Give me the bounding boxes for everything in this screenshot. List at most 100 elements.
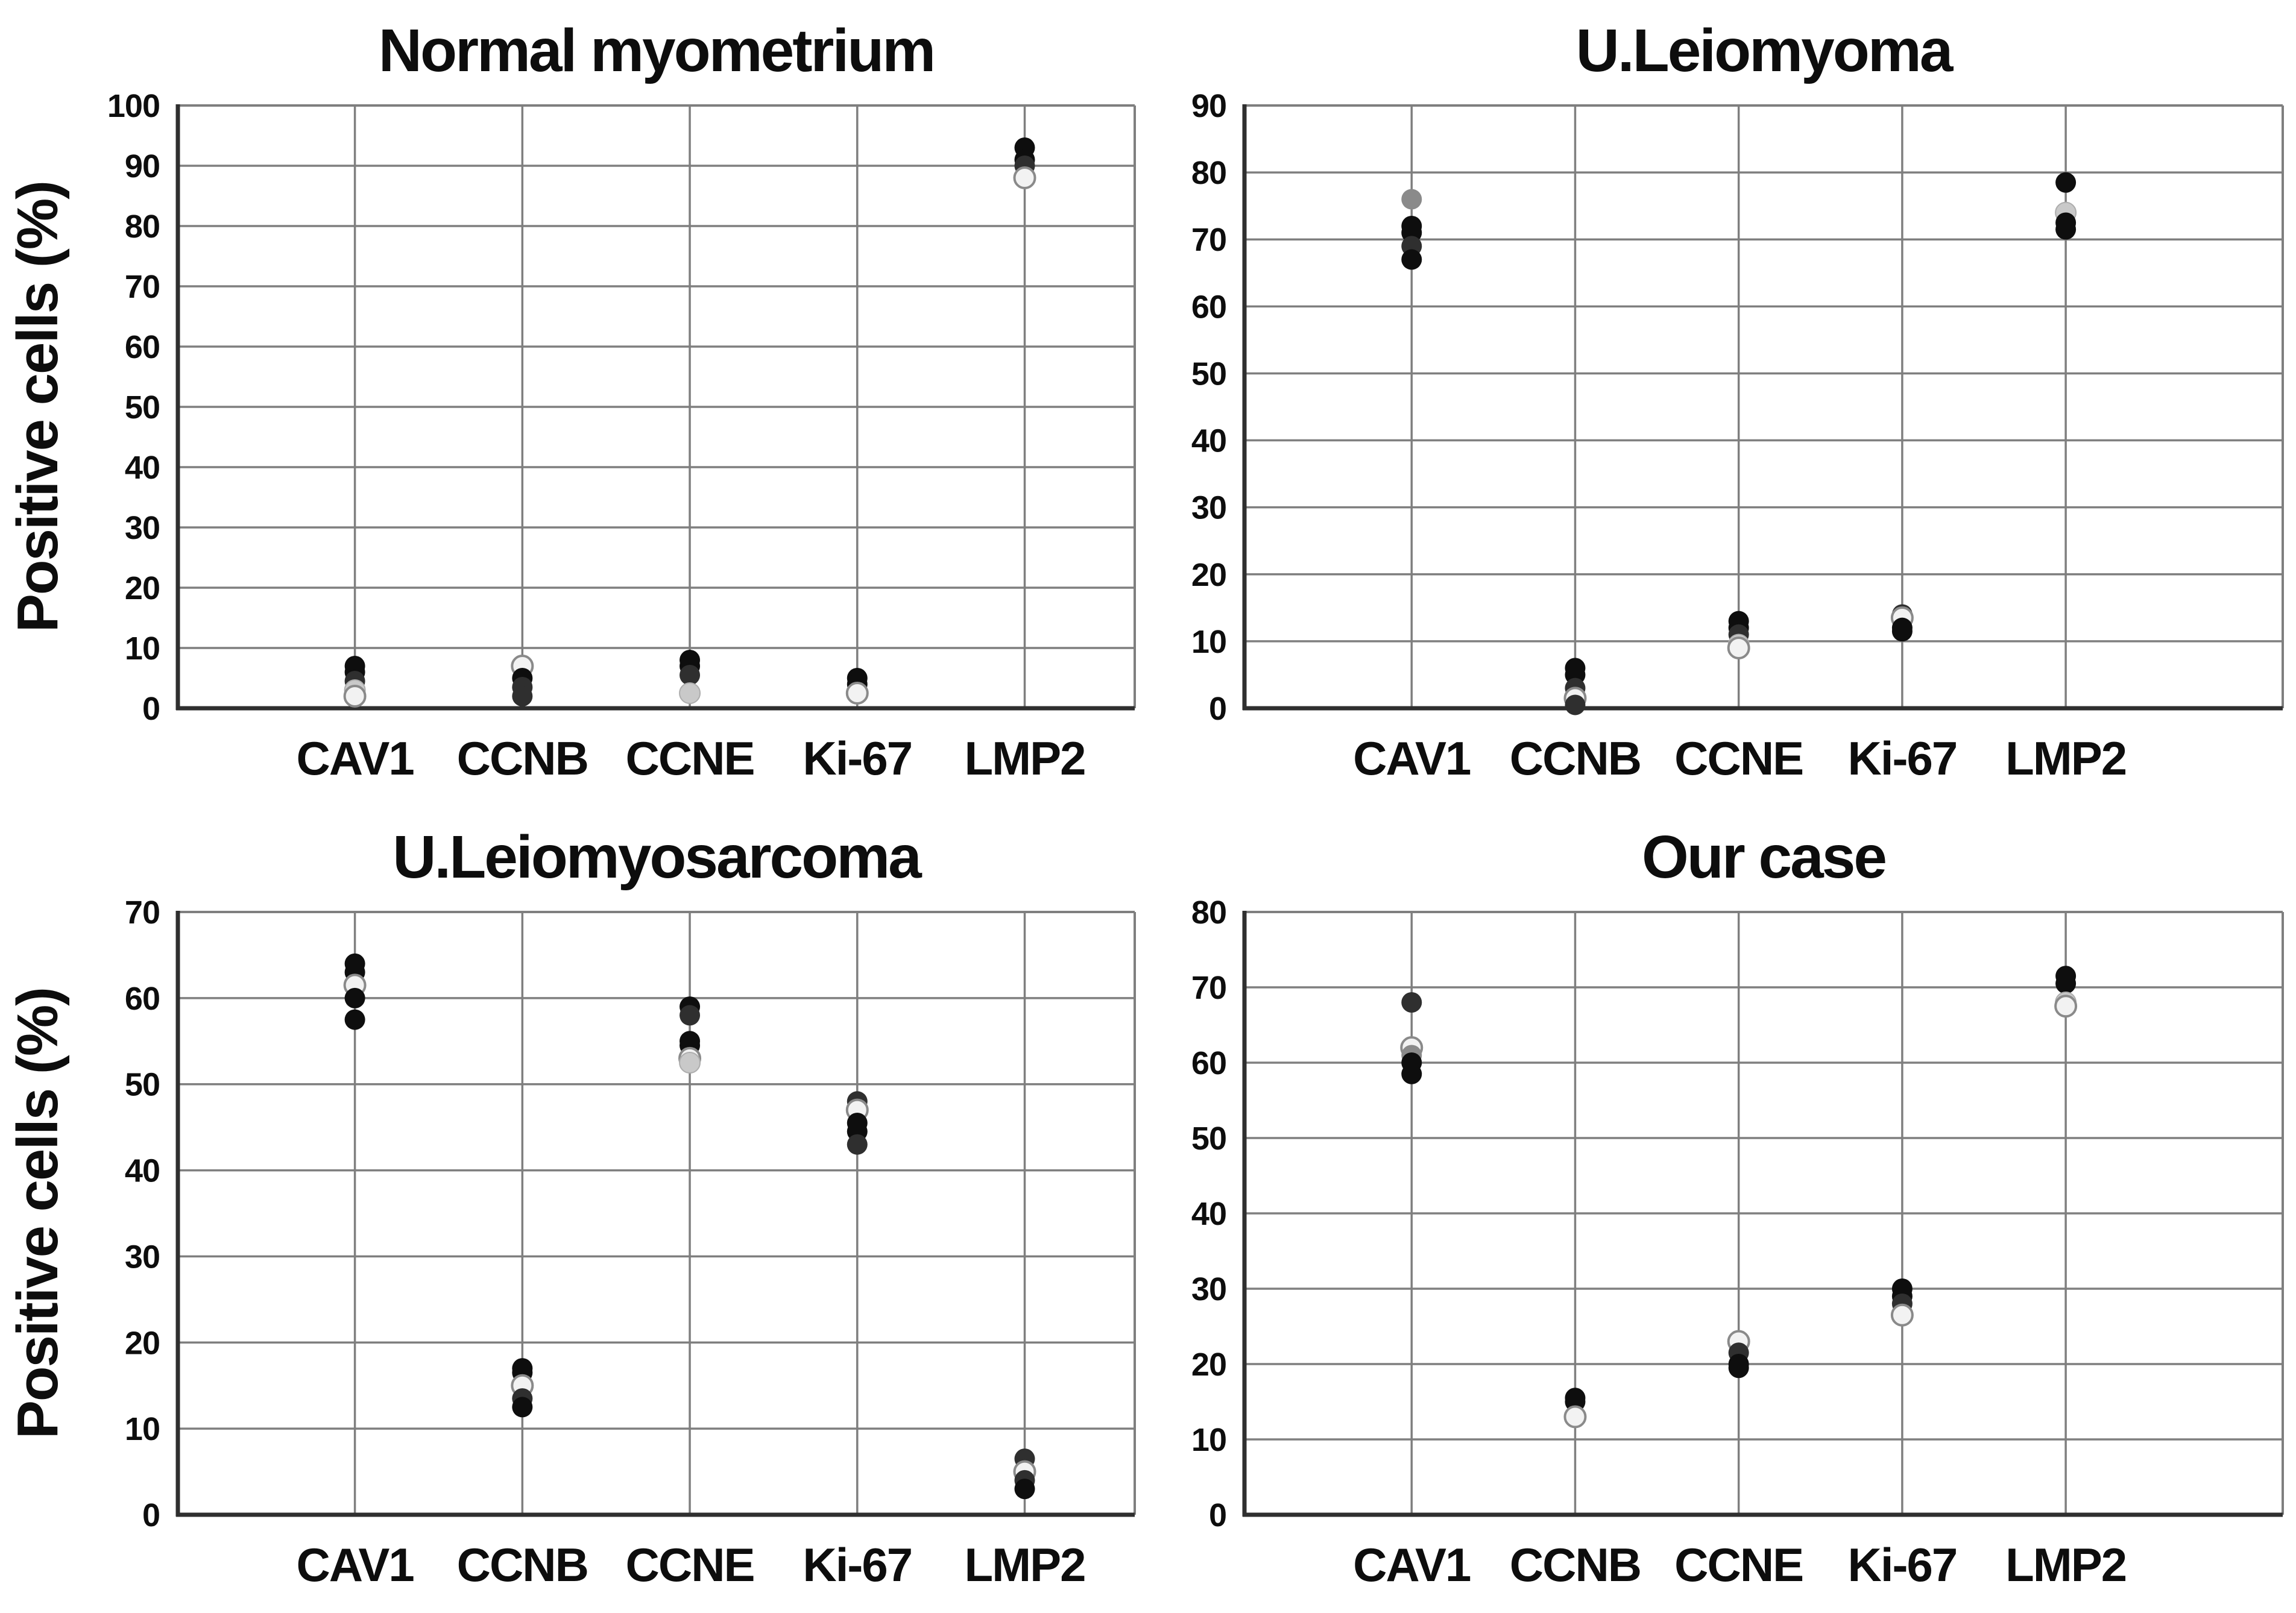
y-axis-tick-label: 80	[125, 209, 160, 245]
y-axis-tick-label: 0	[1209, 691, 1226, 727]
panel-normal-myometrium: 0 10 20 30 40 50 60 70 80 90 100 CAV1 CCNB CCNE Ki-67 L…	[0, 0, 1148, 806]
y-axis-tick-label: 30	[1191, 490, 1226, 526]
y-axis-tick-label: 40	[125, 450, 160, 486]
data-point	[1727, 637, 1750, 659]
data-point	[1891, 621, 1913, 642]
y-axis-tick-label: 30	[125, 510, 160, 546]
y-axis-tick-label: 70	[125, 895, 160, 931]
x-category-label: CCNB	[457, 1538, 588, 1591]
x-category-label: CCNE	[1674, 1538, 1803, 1591]
data-point	[1565, 694, 1586, 715]
x-category-label: Ki-67	[803, 732, 912, 785]
x-category-label: Ki-67	[1848, 732, 1957, 785]
data-point	[1890, 1303, 1914, 1327]
data-point	[845, 682, 869, 705]
y-axis-tick-label: 70	[125, 269, 160, 305]
y-axis-tick-label: 40	[1191, 423, 1226, 459]
data-point	[512, 1397, 533, 1418]
data-point	[1563, 1405, 1587, 1429]
y-axis-tick-label: 60	[125, 329, 160, 365]
x-category-label: LMP2	[2005, 1538, 2126, 1591]
y-axis-tick-label: 0	[1209, 1497, 1226, 1533]
y-axis-tick-label: 30	[125, 1239, 160, 1275]
data-point	[1014, 1479, 1035, 1500]
chart-normal-myometrium: 0 10 20 30 40 50 60 70 80 90 100 CAV1 CCNB CCNE Ki-67 L…	[5, 17, 1136, 785]
y-axis-label: Positive cells (%)	[5, 181, 70, 632]
y-axis-label: Positive cells (%)	[5, 988, 70, 1439]
chart-u-leiomyosarcoma: 0 10 20 30 40 50 60 70 CAV1 CCNB CCNE Ki-67 LMP2 U.Le…	[5, 823, 1136, 1591]
data-point	[1401, 249, 1422, 270]
y-axis-tick-label: 10	[1191, 1422, 1226, 1458]
x-category-label: CCNE	[626, 1538, 754, 1591]
y-axis-tick-label: 20	[125, 570, 160, 606]
data-point	[344, 987, 365, 1008]
x-category-label: CCNB	[1510, 732, 1641, 785]
y-axis-tick-label: 20	[1191, 1347, 1226, 1383]
x-category-label: CAV1	[1353, 1538, 1471, 1591]
y-axis-tick-label: 90	[125, 148, 160, 184]
panel-title: U.Leiomyosarcoma	[393, 823, 922, 891]
y-axis-tick-label: 50	[125, 1067, 160, 1103]
panel-u-leiomyoma: 0 10 20 30 40 50 60 70 80 90 CAV1 CCNB CCNE Ki-67 LMP2…	[1148, 0, 2296, 806]
y-axis-tick-label: 60	[1191, 289, 1226, 325]
x-category-label: Ki-67	[803, 1538, 912, 1591]
x-category-label: CCNB	[1510, 1538, 1641, 1591]
data-point	[680, 1005, 701, 1026]
y-axis-tick-label: 40	[125, 1153, 160, 1189]
data-point	[512, 686, 533, 706]
data-point	[679, 682, 701, 704]
chart-our-case: 0 10 20 30 40 50 60 70 80 CAV1 CCNB CCNE Ki-67 LMP2 Ou…	[1191, 823, 2284, 1591]
y-axis-tick-label: 10	[125, 630, 160, 667]
data-point	[1401, 992, 1422, 1013]
y-axis-tick-label: 20	[1191, 557, 1226, 593]
data-point	[2055, 219, 2077, 240]
data-point	[1728, 1357, 1749, 1379]
data-point	[680, 665, 701, 685]
y-axis-tick-label: 50	[1191, 1121, 1226, 1157]
y-axis-tick-label: 80	[1191, 895, 1226, 931]
x-category-label: LMP2	[964, 732, 1085, 785]
data-point	[344, 1009, 365, 1030]
y-axis-tick-label: 30	[1191, 1271, 1226, 1307]
panel-title: Our case	[1642, 823, 1885, 891]
y-axis-tick-label: 10	[1191, 624, 1226, 660]
panel-title: Normal myometrium	[379, 17, 934, 84]
data-point	[343, 685, 367, 708]
panel-u-leiomyosarcoma: 0 10 20 30 40 50 60 70 CAV1 CCNB CCNE Ki-67 LMP2 U.Le…	[0, 806, 1148, 1613]
y-axis-tick-label: 100	[107, 88, 160, 124]
x-category-label: CAV1	[296, 1538, 414, 1591]
x-category-label: Ki-67	[1848, 1538, 1957, 1591]
y-axis-tick-label: 0	[142, 691, 160, 727]
data-point	[2055, 172, 2077, 193]
x-category-label: CCNE	[626, 732, 754, 785]
data-point	[847, 1134, 868, 1155]
y-axis-tick-label: 90	[1191, 88, 1226, 124]
y-axis-tick-label: 70	[1191, 222, 1226, 258]
x-category-label: LMP2	[2005, 732, 2126, 785]
y-axis-tick-label: 80	[1191, 155, 1226, 191]
y-axis-tick-label: 60	[125, 981, 160, 1017]
data-point	[1401, 1063, 1422, 1084]
data-point	[1013, 166, 1036, 189]
y-axis-tick-label: 50	[1191, 356, 1226, 392]
y-axis-tick-label: 60	[1191, 1045, 1226, 1081]
data-point	[1401, 189, 1422, 210]
y-axis-tick-label: 20	[125, 1325, 160, 1361]
y-axis-tick-label: 40	[1191, 1196, 1226, 1232]
x-category-label: CAV1	[296, 732, 414, 785]
y-axis-tick-label: 10	[125, 1411, 160, 1447]
y-axis-tick-label: 0	[142, 1497, 160, 1533]
data-point	[2055, 973, 2077, 994]
y-axis-tick-label: 70	[1191, 970, 1226, 1006]
x-category-label: CCNE	[1674, 732, 1803, 785]
x-category-label: LMP2	[964, 1538, 1085, 1591]
panel-our-case: 0 10 20 30 40 50 60 70 80 CAV1 CCNB CCNE Ki-67 LMP2 Ou…	[1148, 806, 2296, 1613]
x-category-label: CCNB	[457, 732, 588, 785]
x-category-label: CAV1	[1353, 732, 1471, 785]
chart-u-leiomyoma: 0 10 20 30 40 50 60 70 80 90 CAV1 CCNB CCNE Ki-67 LMP2…	[1191, 17, 2284, 785]
panel-title: U.Leiomyoma	[1576, 17, 1954, 84]
data-point	[679, 1052, 701, 1074]
y-axis-tick-label: 50	[125, 389, 160, 426]
data-point	[2054, 995, 2078, 1018]
